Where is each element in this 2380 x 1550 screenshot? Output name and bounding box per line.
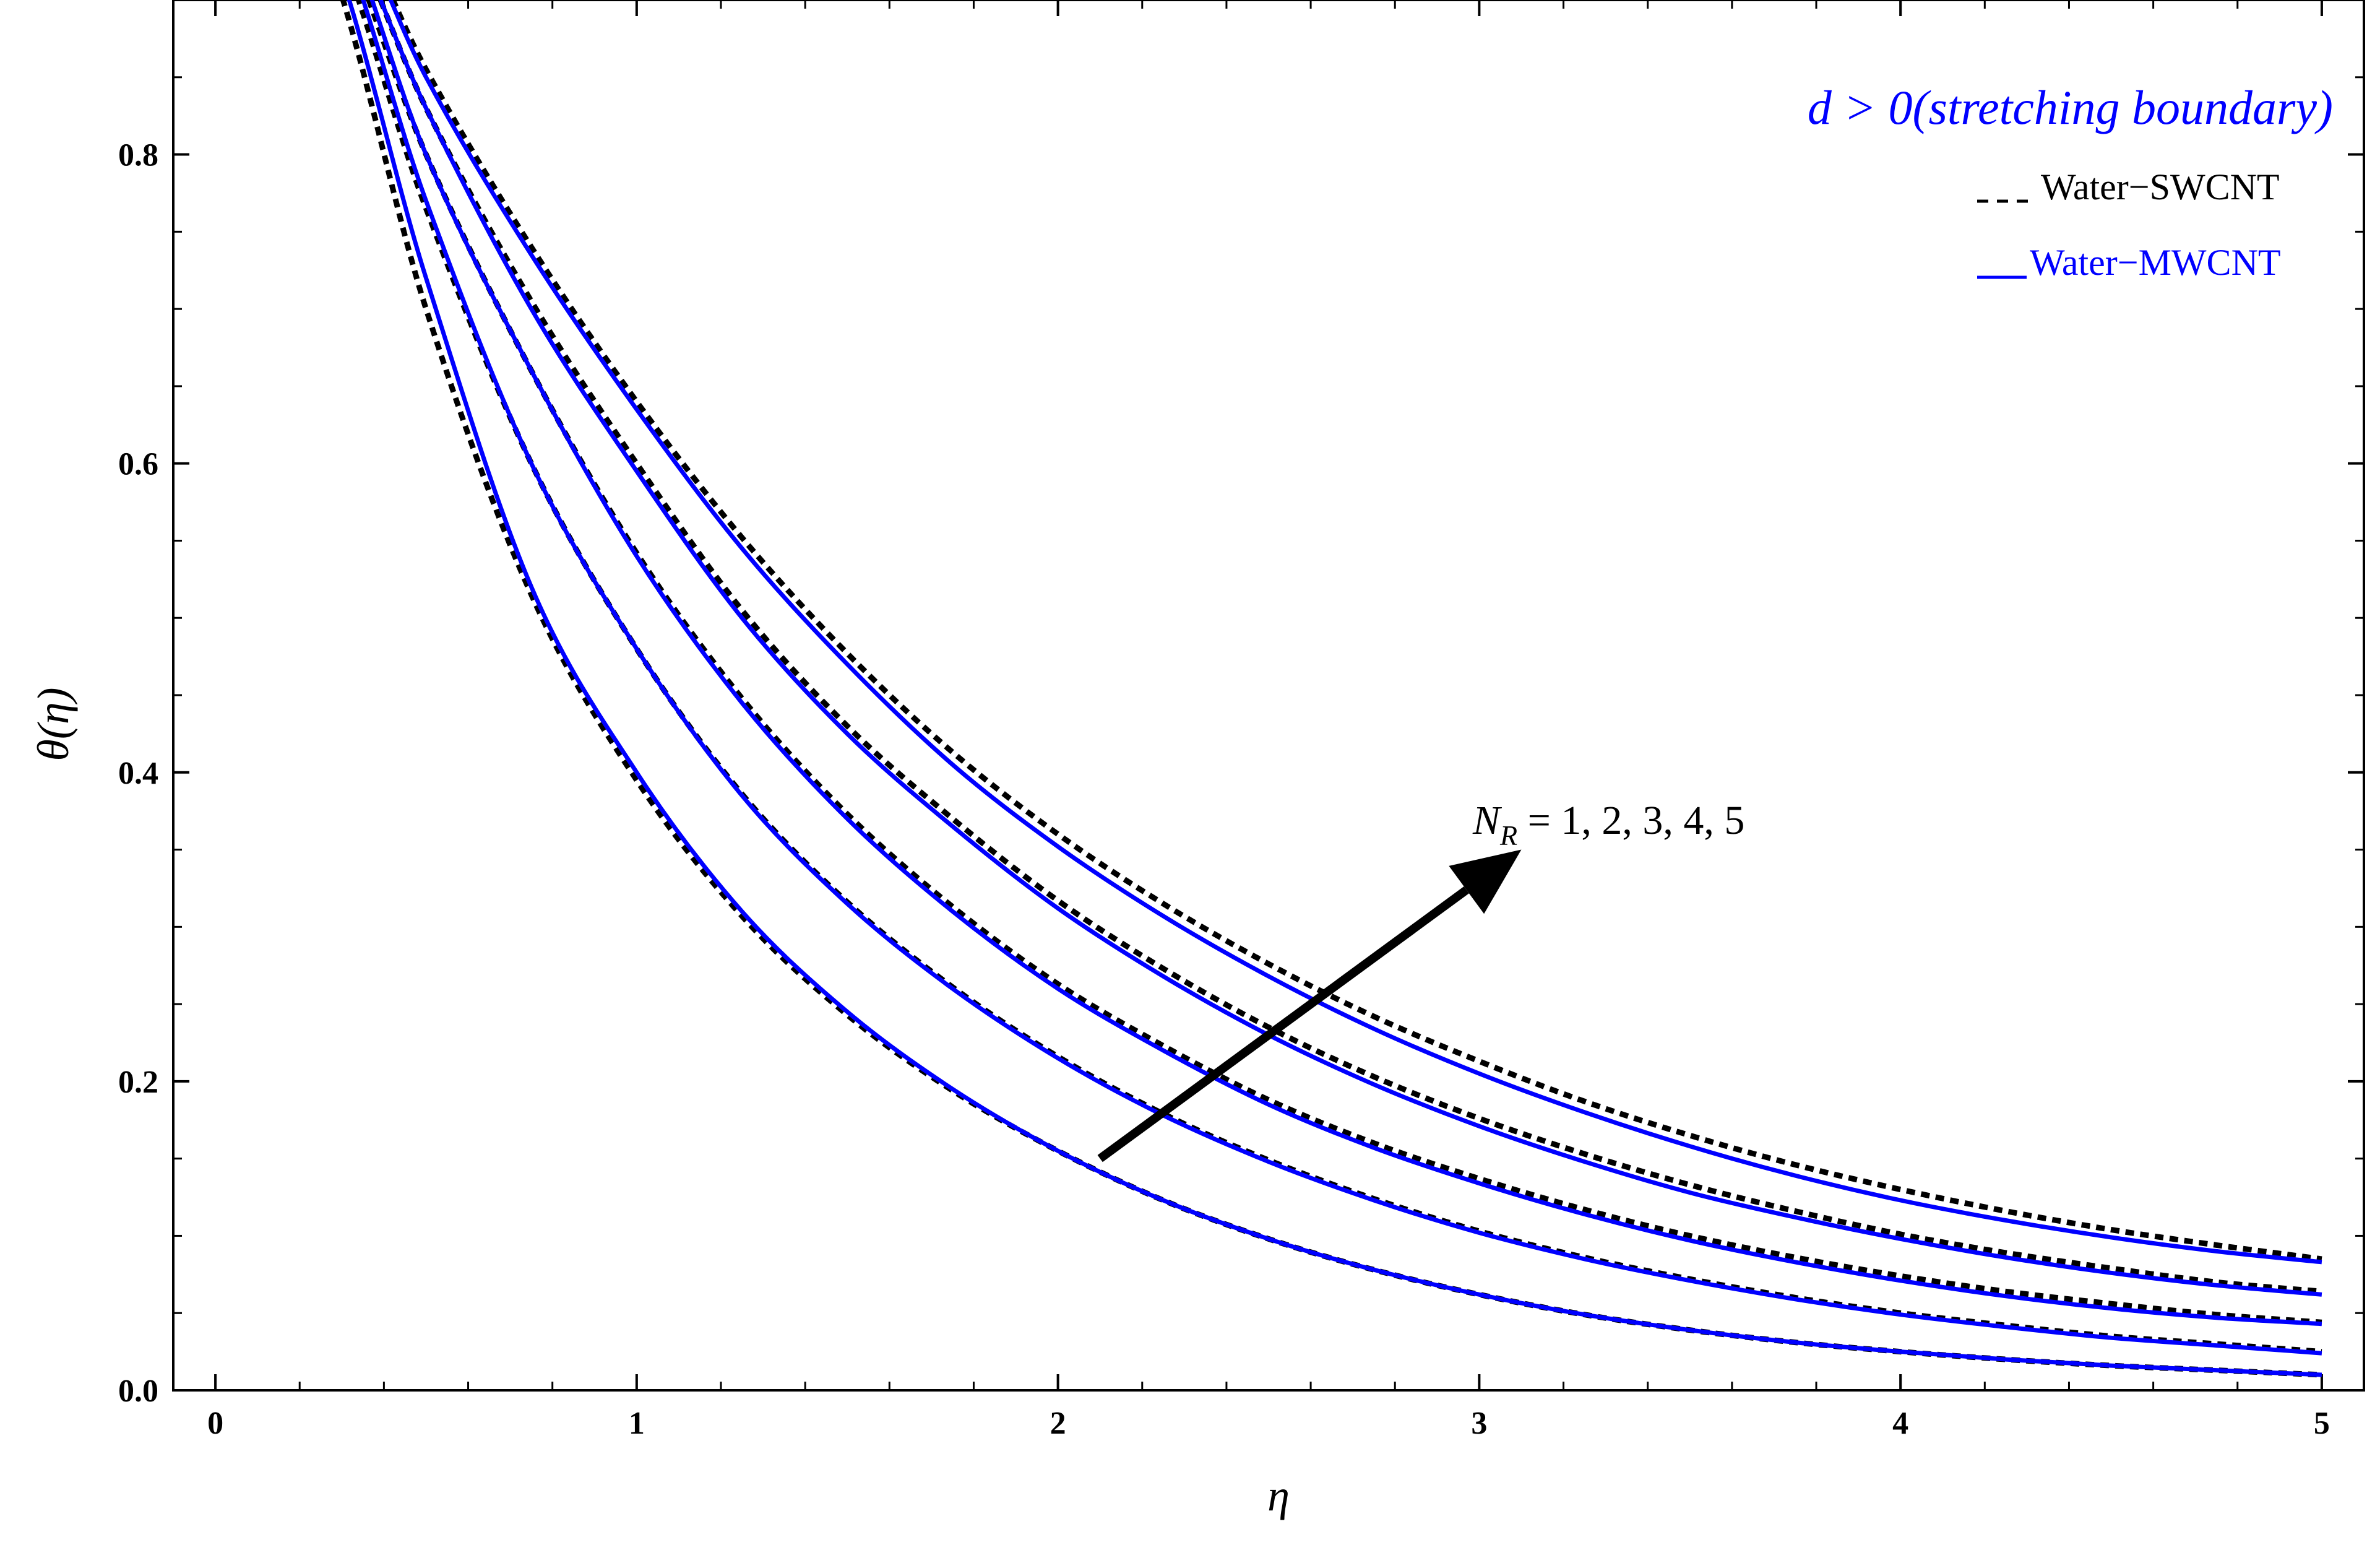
y-tick-label: 0.2 <box>118 1065 158 1100</box>
annotation-text: NR = 1, 2, 3, 4, 5 <box>1472 798 1744 851</box>
x-tick-label: 5 <box>2314 1406 2330 1441</box>
series-line-swcnt-nr-4 <box>377 0 2322 1294</box>
series-line-swcnt-nr-5 <box>390 0 2322 1262</box>
legend: Water−SWCNT Water−MWCNT <box>1977 167 2281 283</box>
x-tick-label: 0 <box>207 1406 223 1441</box>
parameter-annotation: NR = 1, 2, 3, 4, 5 <box>1097 798 1744 1162</box>
series-line-swcnt-nr-2 <box>355 0 2322 1355</box>
y-tick-label: 0.4 <box>118 756 158 791</box>
y-tick-label: 0.6 <box>118 447 158 482</box>
legend-swcnt-label: Water−SWCNT <box>2041 167 2280 207</box>
ticks-layer: 0 1 2 3 4 5 0.0 0.2 0.4 0.6 0.8 <box>118 0 2364 1441</box>
series-line-mwcnt-nr-4 <box>378 0 2322 1297</box>
annotation-values: = 1, 2, 3, 4, 5 <box>1517 798 1744 843</box>
condition-label: d > 0(stretching boundary) <box>1808 80 2333 134</box>
x-tick-label: 4 <box>1892 1406 1908 1441</box>
series-line-mwcnt-nr-2 <box>361 0 2322 1356</box>
series-line-swcnt-nr-3 <box>366 0 2322 1325</box>
x-tick-label: 2 <box>1050 1406 1066 1441</box>
x-axis-label: η <box>1267 1471 1290 1520</box>
y-axis-label: θ(η) <box>28 687 78 761</box>
y-tick-label: 0.0 <box>118 1374 158 1409</box>
series-line-mwcnt-nr-1 <box>347 0 2322 1377</box>
series-line-swcnt-nr-1 <box>340 0 2322 1378</box>
annotation-symbol: N <box>1472 798 1503 843</box>
x-tick-label: 3 <box>1471 1406 1487 1441</box>
x-tick-label: 1 <box>629 1406 645 1441</box>
series-layer <box>340 0 2322 1378</box>
legend-mwcnt-label: Water−MWCNT <box>2030 242 2281 283</box>
y-tick-label: 0.8 <box>118 138 158 173</box>
series-line-mwcnt-nr-3 <box>369 0 2322 1327</box>
series-line-mwcnt-nr-5 <box>388 0 2322 1265</box>
annotation-arrow <box>1097 886 1469 1162</box>
annotation-subscript: R <box>1499 820 1517 851</box>
annotation-arrowhead <box>1449 849 1522 914</box>
